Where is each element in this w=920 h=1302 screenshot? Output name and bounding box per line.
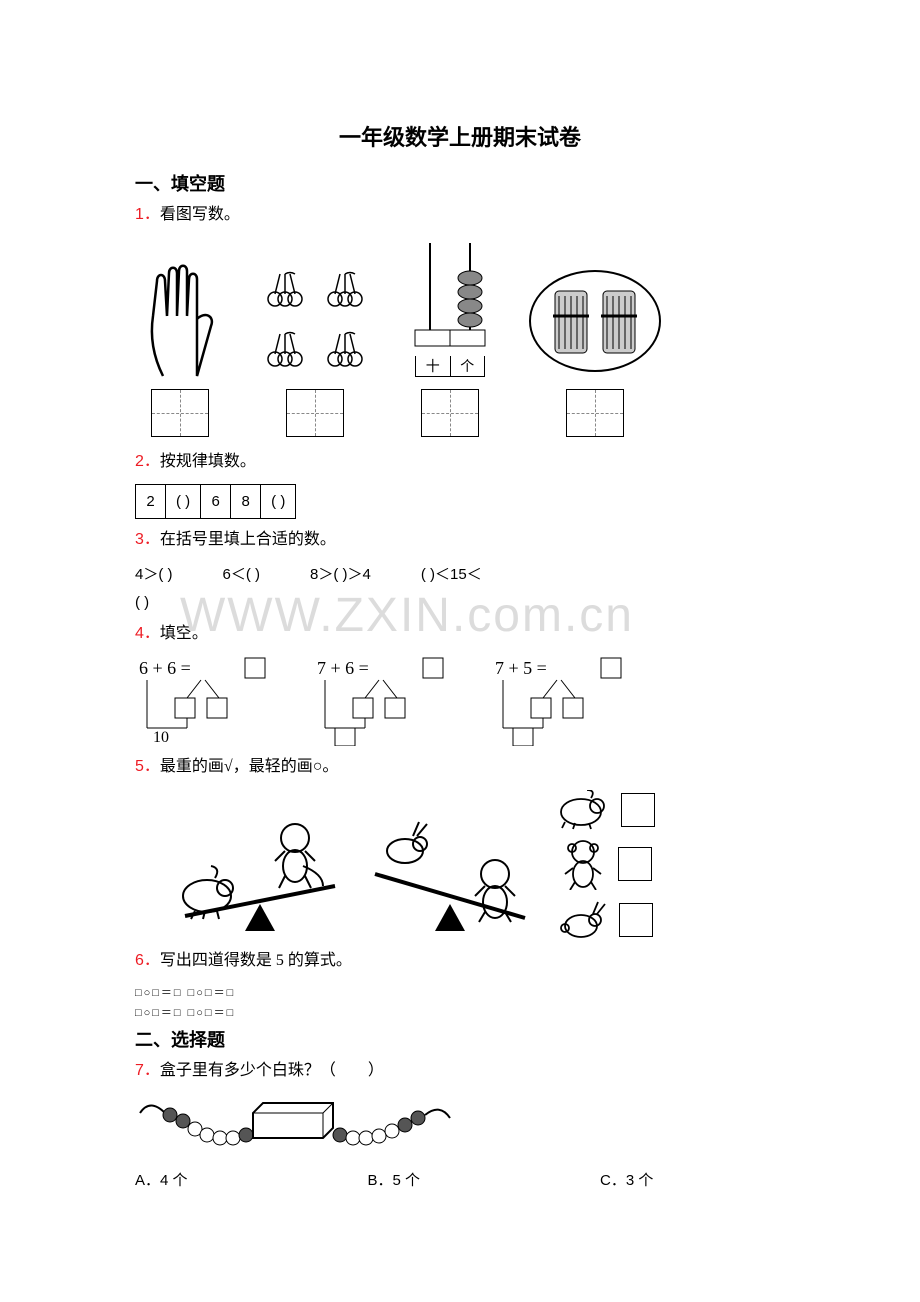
q3-item-3[interactable]: ( )＜15＜ (421, 563, 482, 584)
decomp-3: 7 + 5 = (491, 656, 641, 746)
q2-cell-4[interactable]: ( ) (261, 485, 296, 519)
section-a-heading: 一、填空题 (135, 170, 785, 196)
q2-text: 按规律填数。 (160, 453, 256, 470)
q3-item-2[interactable]: 8＞( )＞4 (310, 563, 371, 584)
q5-rabbit-box[interactable] (619, 903, 653, 937)
beads-box-icon (135, 1093, 455, 1163)
q1-abacus-col: 十 个 (405, 238, 495, 437)
q1-sticks-col (525, 261, 665, 437)
q2-number: 2． (135, 453, 160, 470)
question-2: 2．按规律填数。 (135, 449, 785, 475)
q5-monkey-box[interactable] (618, 847, 652, 881)
sticks-icon (525, 261, 665, 381)
q2-cell-2: 6 (201, 485, 231, 519)
q5-pig-box[interactable] (621, 793, 655, 827)
q3-number: 3． (135, 531, 160, 548)
q4-text: 填空。 (160, 625, 208, 642)
q1-hand-col (135, 261, 225, 437)
q6-number: 6． (135, 952, 160, 969)
monkey-small-icon (558, 838, 608, 890)
q3-text: 在括号里填上合适的数。 (160, 531, 336, 548)
q5-answer-col (555, 790, 655, 942)
section-b-heading: 二、选择题 (135, 1026, 785, 1052)
q7-choices: A．4 个 B．5 个 C．3 个 (135, 1169, 785, 1190)
q6-row-2[interactable]: □○□＝□ □○□＝□ (135, 1004, 785, 1020)
svg-text:6 + 6 =: 6 + 6 = (139, 658, 191, 678)
q3-item-0[interactable]: 4＞( ) (135, 563, 173, 584)
q7-choice-a[interactable]: A．4 个 (135, 1169, 188, 1190)
q4-decomp-row: 6 + 6 = 10 7 + 6 = 7 + 5 = (135, 656, 785, 746)
svg-text:7 + 6 =: 7 + 6 = (317, 658, 369, 678)
q6-text: 写出四道得数是 5 的算式。 (160, 952, 352, 969)
q1-cherries-answer-box[interactable] (286, 389, 344, 437)
decomp-2: 7 + 6 = (313, 656, 463, 746)
question-5: 5．最重的画√，最轻的画○。 (135, 754, 785, 780)
q2-cell-1[interactable]: ( ) (166, 485, 201, 519)
q1-sticks-answer-box[interactable] (566, 389, 624, 437)
q5-row (175, 790, 785, 942)
seesaw-2 (365, 796, 535, 936)
rabbit-small-icon (557, 898, 609, 942)
q2-cell-0: 2 (136, 485, 166, 519)
pig-small-icon (555, 790, 611, 830)
cherries-icon (255, 261, 375, 381)
q4-number: 4． (135, 625, 160, 642)
q3-item-1[interactable]: 6＜( ) (223, 563, 261, 584)
q1-cherries-col (255, 261, 375, 437)
question-1: 1．看图写数。 (135, 202, 785, 228)
abacus-tens-label: 十 (416, 356, 451, 376)
hand-icon (135, 261, 225, 381)
q3-line1: 4＞( ) 6＜( ) 8＞( )＞4 ( )＜15＜ (135, 563, 785, 584)
question-3: 3．在括号里填上合适的数。 (135, 527, 785, 553)
q3-line2[interactable]: ( ) (135, 594, 785, 611)
abacus-ones-label: 个 (451, 356, 485, 376)
q7-number: 7． (135, 1062, 160, 1079)
question-7: 7．盒子里有多少个白珠？（ ） (135, 1058, 785, 1084)
question-6: 6．写出四道得数是 5 的算式。 (135, 948, 785, 974)
page-title: 一年级数学上册期末试卷 (135, 120, 785, 152)
svg-text:7 + 5 =: 7 + 5 = (495, 658, 547, 678)
svg-text:10: 10 (153, 729, 169, 746)
question-4: 4．填空。 (135, 621, 785, 647)
abacus-icon (405, 238, 495, 348)
q7-choice-c[interactable]: C．3 个 (600, 1169, 653, 1190)
q1-abacus-answer-box[interactable] (421, 389, 479, 437)
q1-hand-answer-box[interactable] (151, 389, 209, 437)
abacus-labels: 十 个 (415, 356, 485, 377)
seesaw-1 (175, 796, 345, 936)
q7-text: 盒子里有多少个白珠？（ ） (160, 1062, 384, 1079)
q1-number: 1． (135, 206, 160, 223)
decomp-1: 6 + 6 = 10 (135, 656, 285, 746)
q7-choice-b[interactable]: B．5 个 (368, 1169, 421, 1190)
q5-number: 5． (135, 758, 160, 775)
q1-images-row: 十 个 (135, 238, 785, 437)
q2-cell-3: 8 (231, 485, 261, 519)
q5-text: 最重的画√，最轻的画○。 (160, 758, 338, 775)
q1-text: 看图写数。 (160, 206, 240, 223)
q6-row-1[interactable]: □○□＝□ □○□＝□ (135, 984, 785, 1000)
q2-table: 2 ( ) 6 8 ( ) (135, 484, 296, 519)
